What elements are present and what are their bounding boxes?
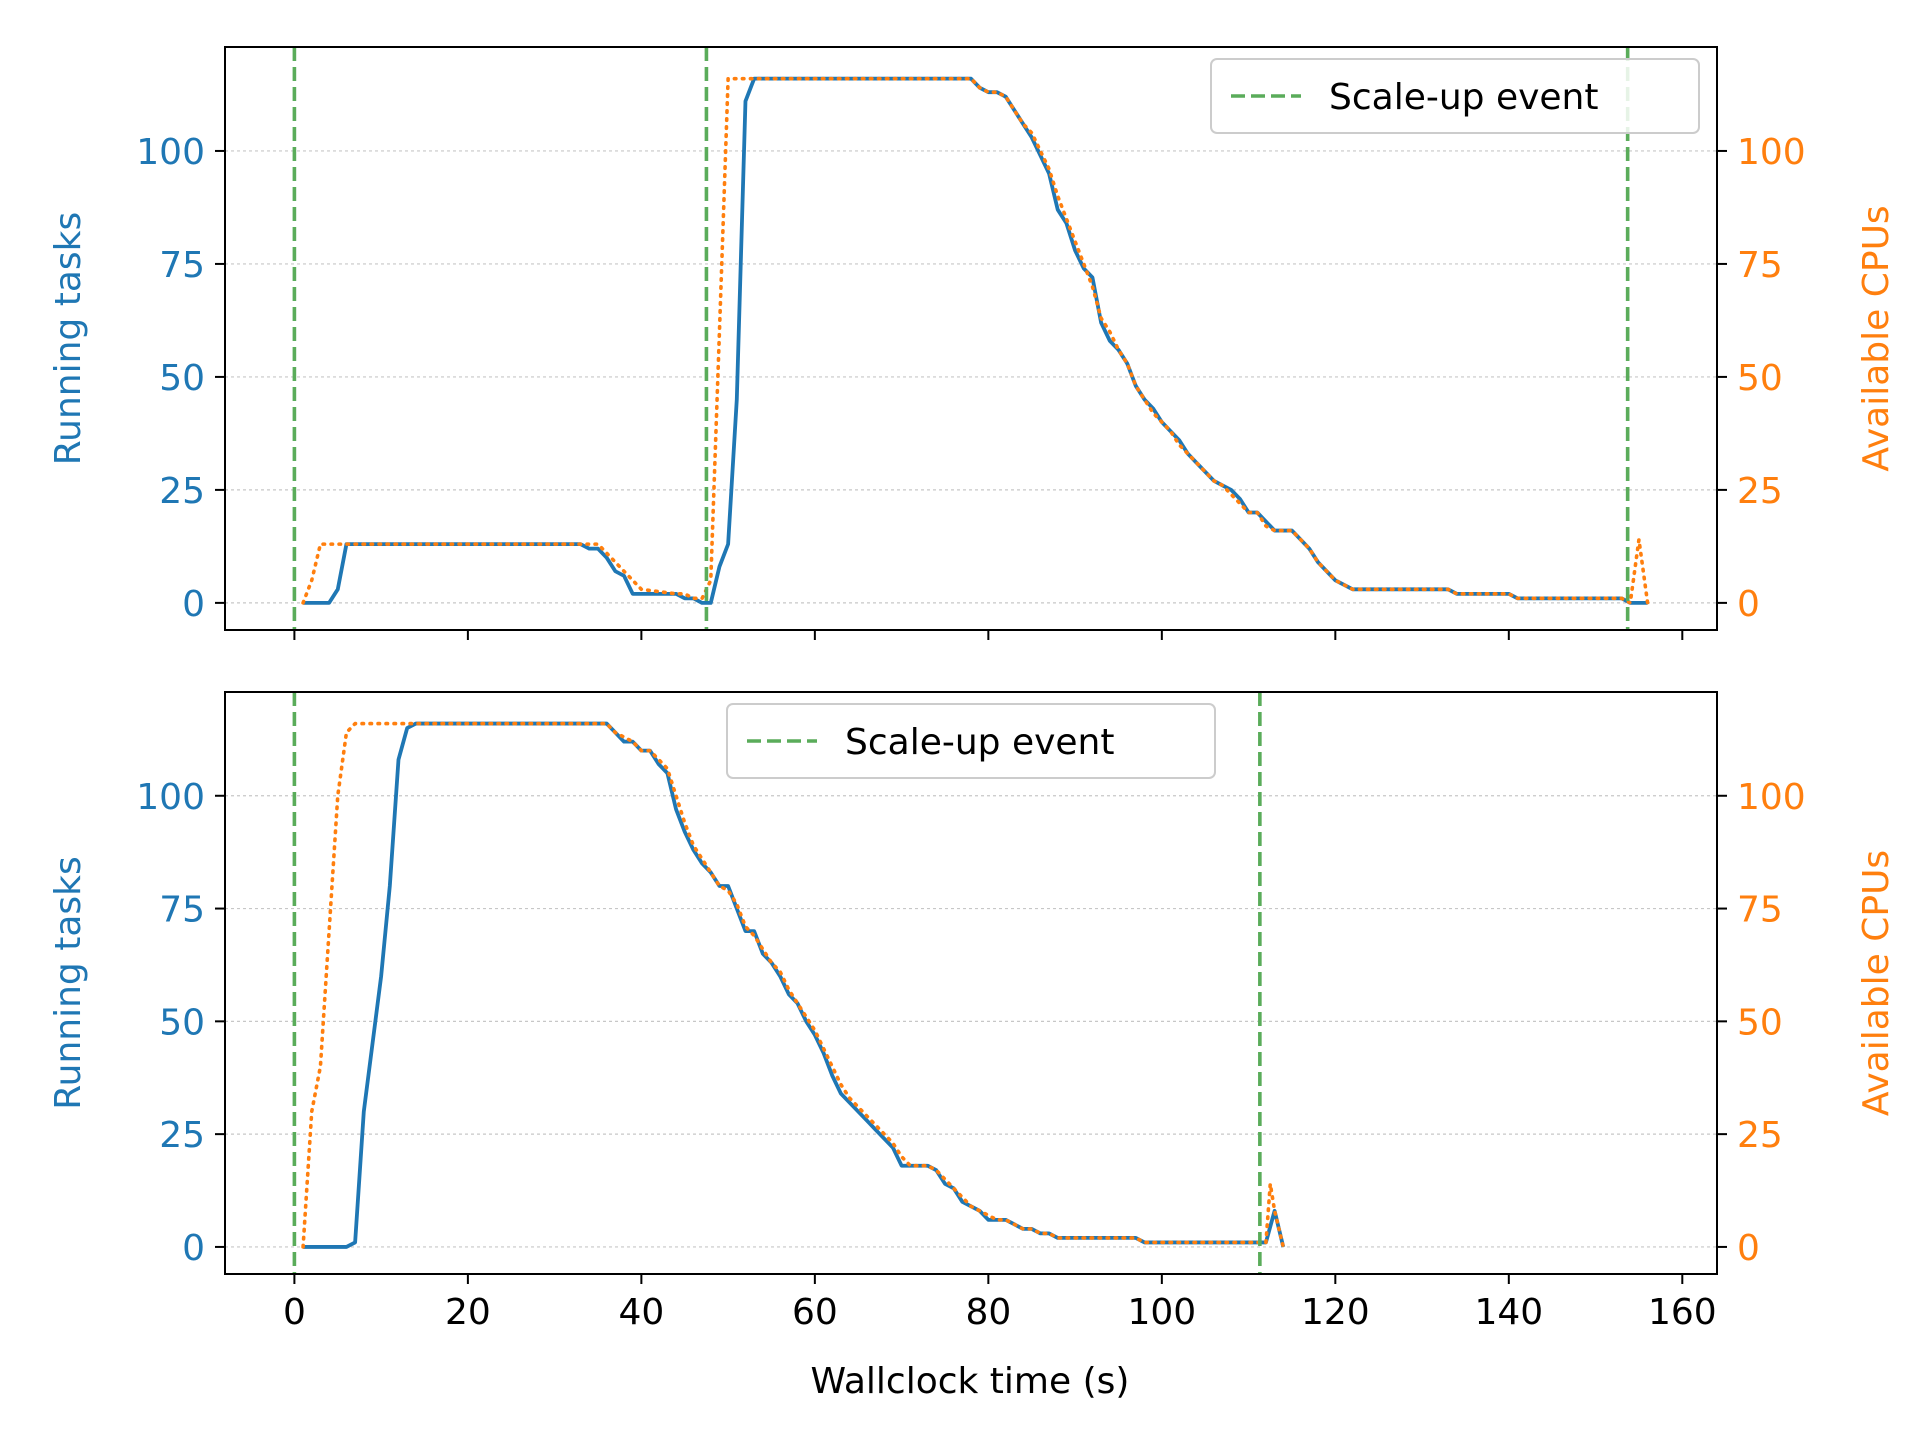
y-right-tick-label: 25 [1737,1115,1783,1156]
y-right-tick-label: 50 [1737,1002,1783,1043]
y-left-axis-label: Running tasks [48,212,89,466]
axes-frame [224,46,1718,631]
legend: Scale-up event [1210,58,1700,134]
x-tick-label: 80 [965,1292,1011,1333]
y-right-tick-label: 100 [1737,132,1806,173]
y-left-tick-label: 100 [136,132,205,173]
y-left-tick-label: 0 [182,1228,205,1269]
y-right-tick-label: 0 [1737,1228,1760,1269]
y-right-tick-label: 75 [1737,245,1783,286]
y-right-tick-label: 25 [1737,471,1783,512]
y-right-tick-label: 75 [1737,890,1783,931]
x-axis-label: Wallclock time (s) [811,1361,1130,1402]
y-left-tick-label: 100 [136,777,205,818]
y-right-tick-label: 0 [1737,584,1760,625]
x-tick-label: 120 [1301,1292,1370,1333]
x-tick-label: 0 [283,1292,306,1333]
x-tick-label: 60 [792,1292,838,1333]
y-right-tick-label: 100 [1737,777,1806,818]
legend-event-label: Scale-up event [1329,77,1599,118]
x-tick-label: 20 [445,1292,491,1333]
available-cpus-line [301,721,1286,1249]
top-subplot: 0 0 25 25 50 50 75 75 100 100 Running tasks Availab… [48,46,1897,640]
legend: Scale-up event [726,703,1216,779]
y-left-tick-label: 50 [159,1002,205,1043]
x-tick-label: 160 [1648,1292,1717,1333]
y-left-axis-label: Running tasks [48,856,89,1110]
y-right-axis-label: Available CPUs [1856,205,1897,471]
x-tick-label: 140 [1474,1292,1543,1333]
available-cpus-line [301,76,1650,605]
y-left-tick-label: 0 [182,584,205,625]
y-left-tick-label: 50 [159,358,205,399]
legend-box [726,703,1216,779]
x-tick-label: 100 [1127,1292,1196,1333]
y-right-tick-label: 50 [1737,358,1783,399]
legend-box [1210,58,1700,134]
y-left-tick-label: 25 [159,471,205,512]
bottom-subplot: 0 20 40 60 80 100 120 140 160 0 0 25 25 50 50 75 75 100 10… [48,691,1897,1333]
y-left-tick-label: 25 [159,1115,205,1156]
y-right-axis-label: Available CPUs [1856,850,1897,1116]
y-left-tick-label: 75 [159,890,205,931]
y-left-tick-label: 75 [159,245,205,286]
axes-frame [224,691,1718,1275]
legend-event-label: Scale-up event [845,722,1115,763]
x-tick-label: 40 [618,1292,664,1333]
